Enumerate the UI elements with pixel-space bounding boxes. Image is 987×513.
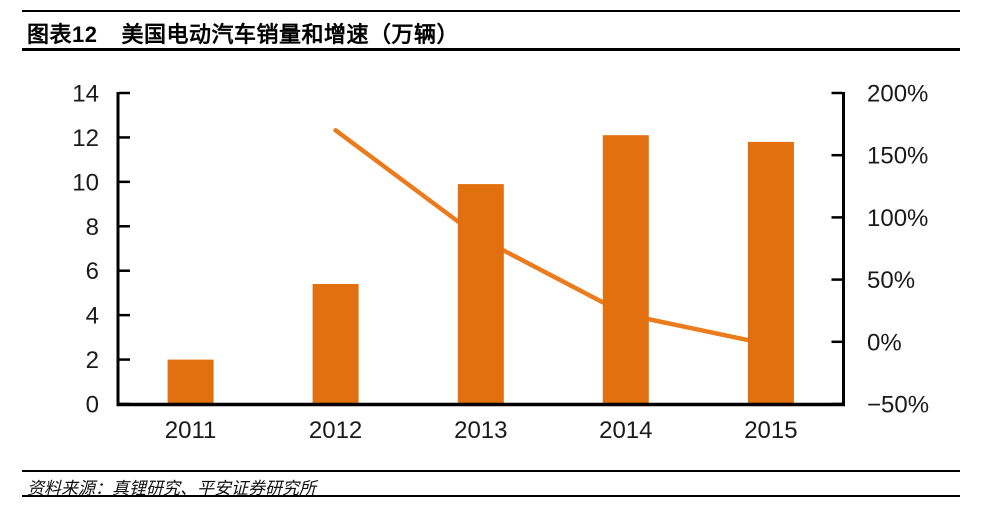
figure-title: 图表12 美国电动汽车销量和增速（万辆） [27, 17, 459, 49]
right-axis-tick-label: 200% [867, 81, 928, 108]
x-axis-category-label: 2012 [309, 417, 362, 444]
right-axis-tick-label: 150% [867, 143, 928, 170]
x-axis-category-label: 2014 [599, 417, 652, 444]
x-axis-category-label: 2013 [454, 417, 507, 444]
right-axis-tick-label: −50% [867, 392, 929, 419]
right-axis-tick-label: 100% [867, 205, 928, 232]
right-axis-tick-label: 50% [867, 267, 915, 294]
left-axis-tick-label: 8 [86, 214, 99, 241]
left-axis-tick-label: 12 [72, 125, 99, 152]
x-axis-category-label: 2011 [165, 417, 217, 444]
title-bottom-rule [22, 48, 960, 51]
left-axis-tick-label: 4 [86, 303, 99, 330]
sales-bar [167, 359, 214, 404]
left-axis-tick-label: 10 [72, 169, 99, 196]
figure-title-text: 美国电动汽车销量和增速（万辆） [121, 22, 459, 47]
source-text: 资料来源：真锂研究、平安证券研究所 [27, 479, 316, 498]
left-axis-tick-label: 6 [86, 258, 99, 285]
source-bottom-rule [22, 495, 960, 497]
title-top-rule [22, 10, 960, 12]
left-axis-tick-label: 14 [72, 81, 99, 108]
sales-bar [312, 284, 359, 404]
sales-bar [747, 141, 794, 404]
figure-number-label: 图表12 [27, 22, 98, 47]
x-axis-category-label: 2015 [744, 417, 797, 444]
growth-line-series [333, 128, 774, 348]
left-axis-tick-label: 0 [86, 392, 99, 419]
left-axis-tick-label: 2 [86, 347, 99, 374]
source-note: 资料来源：真锂研究、平安证券研究所 [27, 474, 316, 499]
right-axis-tick-label: 0% [867, 329, 902, 356]
sales-bar [457, 184, 504, 404]
sales-bar [602, 135, 649, 404]
source-top-rule [22, 470, 960, 472]
